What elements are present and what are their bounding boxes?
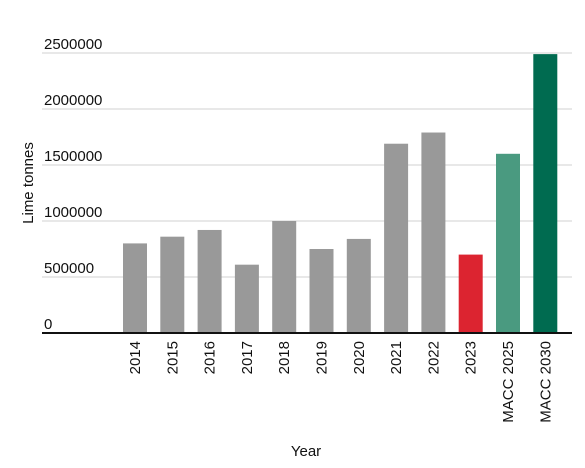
- x-tick-label: 2017: [239, 341, 256, 374]
- x-tick-label: 2022: [425, 341, 442, 374]
- y-tick-label: 2500000: [44, 36, 102, 53]
- x-tick-label: 2019: [314, 341, 331, 374]
- y-tick-label: 0: [44, 316, 52, 333]
- bar: [234, 264, 259, 333]
- bar: [458, 254, 483, 333]
- bar: [197, 229, 222, 333]
- bar: [346, 238, 371, 333]
- x-tick-label: 2018: [276, 341, 293, 374]
- x-tick-label: 2016: [202, 341, 219, 374]
- x-tick-label: MACC 2030: [537, 341, 554, 423]
- bar: [309, 249, 334, 333]
- bar: [496, 153, 520, 333]
- x-tick-label: 2021: [388, 341, 405, 374]
- bar: [533, 54, 558, 334]
- bar: [272, 221, 297, 333]
- y-tick-label: 1500000: [44, 148, 102, 165]
- y-tick-label: 2000000: [44, 92, 102, 109]
- bar: [123, 243, 147, 333]
- y-axis-tick-labels: 0 500000 1000000 1500000 2000000 2500000: [44, 36, 102, 333]
- x-tick-label: 2023: [463, 341, 480, 374]
- y-tick-label: 1000000: [44, 204, 102, 221]
- x-axis-title: Year: [291, 443, 321, 460]
- x-tick-label: 2015: [164, 341, 181, 374]
- bar: [421, 132, 446, 333]
- y-axis-title: Lime tonnes: [20, 142, 37, 224]
- x-tick-label: 2014: [127, 341, 144, 374]
- x-axis-tick-labels: 2014 2015 2016 2017 2018 2019 2020 2021 2022 2023…: [127, 341, 554, 423]
- x-tick-label: 2020: [351, 341, 368, 374]
- bar: [384, 143, 409, 333]
- gridlines: [42, 52, 572, 278]
- bar: [160, 236, 185, 333]
- x-tick-label: MACC 2025: [500, 341, 517, 423]
- bars: [123, 54, 558, 334]
- y-tick-label: 500000: [44, 260, 94, 277]
